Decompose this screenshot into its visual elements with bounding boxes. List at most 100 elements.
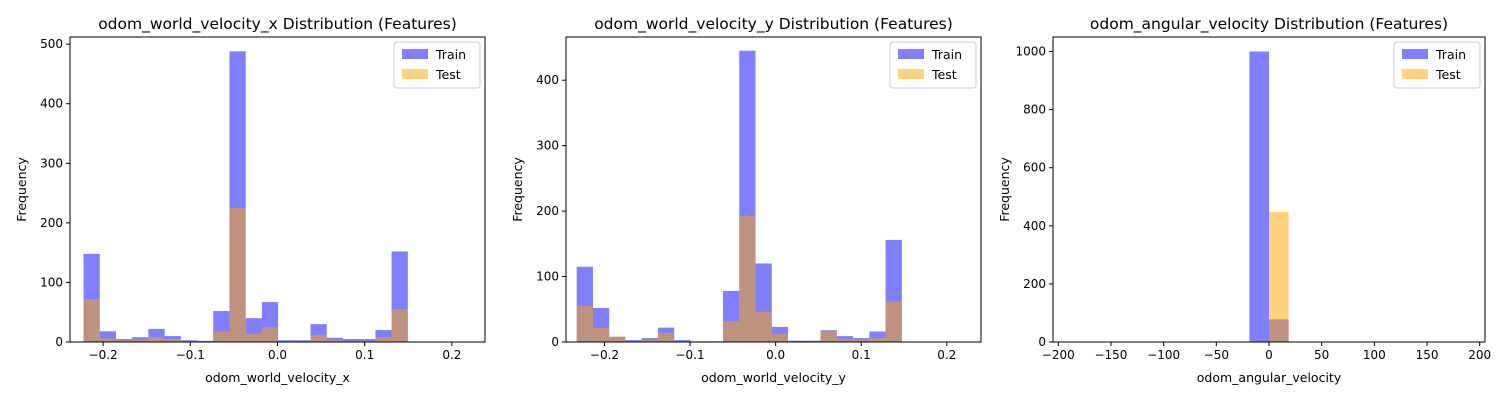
chart-title: odom_angular_velocity Distribution (Feat… <box>1090 15 1448 34</box>
y-tick-label: 400 <box>40 97 63 111</box>
x-axis-label: odom_world_velocity_x <box>205 370 350 385</box>
y-tick-label: 400 <box>536 73 559 87</box>
series-train <box>83 51 408 342</box>
legend-label-test: Test <box>931 67 957 82</box>
x-tick-label: 50 <box>1314 348 1329 362</box>
series-test <box>576 215 902 342</box>
x-tick-label: −0.2 <box>89 348 118 362</box>
legend-label-test: Test <box>435 67 461 82</box>
legend-label-train: Train <box>435 47 466 62</box>
bar-train <box>359 339 376 342</box>
y-axis-label: Frequency <box>997 157 1012 222</box>
x-tick-label: −50 <box>1204 348 1229 362</box>
y-tick-label: 100 <box>536 270 559 284</box>
legend: Train Test <box>889 41 977 89</box>
legend: Train Test <box>393 41 481 89</box>
bar-test <box>359 340 376 342</box>
bar-test <box>261 327 279 342</box>
bar-test <box>99 338 116 342</box>
y-tick-label: 500 <box>40 37 63 51</box>
bar-test <box>326 340 343 342</box>
bar-train <box>278 340 295 342</box>
bar-test <box>853 339 870 342</box>
x-tick-label: −0.1 <box>176 348 205 362</box>
y-tick-label: 300 <box>40 156 63 170</box>
bar-test <box>771 334 789 342</box>
bar-train <box>625 340 642 342</box>
bar-test <box>375 337 392 342</box>
y-tick-label: 200 <box>536 204 559 218</box>
y-tick-label: 1000 <box>1015 45 1046 59</box>
series-test <box>83 207 408 342</box>
bar-test <box>755 311 772 342</box>
y-tick-label: 300 <box>536 139 559 153</box>
bar-test <box>723 321 740 342</box>
bar-test <box>836 339 854 342</box>
x-tick-label: 0.1 <box>355 348 374 362</box>
x-axis-label: odom_angular_velocity <box>1197 370 1342 385</box>
x-tick-label: −0.2 <box>590 348 619 362</box>
bar-train <box>326 337 343 342</box>
legend-swatch-train <box>1402 49 1428 59</box>
bar-test <box>310 334 327 342</box>
bar-train <box>180 340 198 342</box>
bar-test <box>1269 211 1289 342</box>
y-tick-label: 200 <box>1023 277 1046 291</box>
chart-panel-2: −0.2 −0.1 0.0 0.1 0.2 0 100 200 300 400 odom_world… <box>510 15 982 385</box>
x-tick-label: 100 <box>1363 348 1386 362</box>
y-tick-label: 100 <box>40 275 63 289</box>
bar-train <box>869 331 886 342</box>
plot-frame <box>565 36 982 343</box>
x-tick-label: 150 <box>1416 348 1439 362</box>
x-tick-label: 0 <box>1265 348 1273 362</box>
x-axis-label: odom_world_velocity_y <box>701 370 846 385</box>
bar-test <box>576 306 593 342</box>
bar-train <box>342 339 360 342</box>
legend-label-train: Train <box>931 47 962 62</box>
bar-train <box>294 340 311 342</box>
y-tick-label: 0 <box>551 335 559 349</box>
bar-test <box>391 309 408 342</box>
legend-swatch-test <box>402 69 428 79</box>
legend-swatch-test <box>898 69 924 79</box>
legend-swatch-train <box>898 49 924 59</box>
x-tick-label: 0.2 <box>442 348 461 362</box>
chart-panel-3: −200 −150 −100 −50 0 50 100 150 200 0 200 400 600 800… <box>997 15 1491 385</box>
x-tick-label: 200 <box>1468 348 1491 362</box>
bar-test <box>869 338 886 342</box>
y-tick-label: 400 <box>1023 219 1046 233</box>
bar-test <box>115 340 133 342</box>
bar-test <box>641 340 658 342</box>
x-tick-label: −150 <box>1094 348 1127 362</box>
bar-train <box>99 331 116 342</box>
legend-label-train: Train <box>1435 47 1466 62</box>
bar-train <box>836 336 854 342</box>
series-test <box>1072 211 1466 342</box>
y-axis-label: Frequency <box>510 157 525 222</box>
bar-test <box>885 301 902 342</box>
y-tick-label: 200 <box>40 216 63 230</box>
y-tick-label: 800 <box>1023 103 1046 117</box>
legend-swatch-train <box>402 49 428 59</box>
y-axis-label: Frequency <box>14 157 29 222</box>
bar-test <box>83 299 100 342</box>
bar-train <box>674 340 691 342</box>
y-tick-label: 0 <box>55 335 63 349</box>
x-tick-label: 0.2 <box>937 348 956 362</box>
bar-test <box>245 333 262 342</box>
bar-test <box>132 339 149 342</box>
bar-test <box>342 340 360 342</box>
bar-test <box>609 336 626 342</box>
chart-title: odom_world_velocity_x Distribution (Feat… <box>98 15 457 34</box>
bar-test <box>657 332 675 342</box>
x-tick-label: −200 <box>1042 348 1075 362</box>
bar-train <box>375 330 392 342</box>
chart-panel-1: −0.2 −0.1 0.0 0.1 0.2 0 100 200 300 400 500 odom_wo… <box>14 15 486 385</box>
bar-test <box>148 337 165 342</box>
legend: Train Test <box>1393 41 1481 89</box>
x-tick-label: 0.0 <box>766 348 785 362</box>
x-tick-label: 0.0 <box>268 348 287 362</box>
bar-test <box>213 331 230 342</box>
legend-swatch-test <box>1402 69 1428 79</box>
bar-test <box>820 330 837 342</box>
